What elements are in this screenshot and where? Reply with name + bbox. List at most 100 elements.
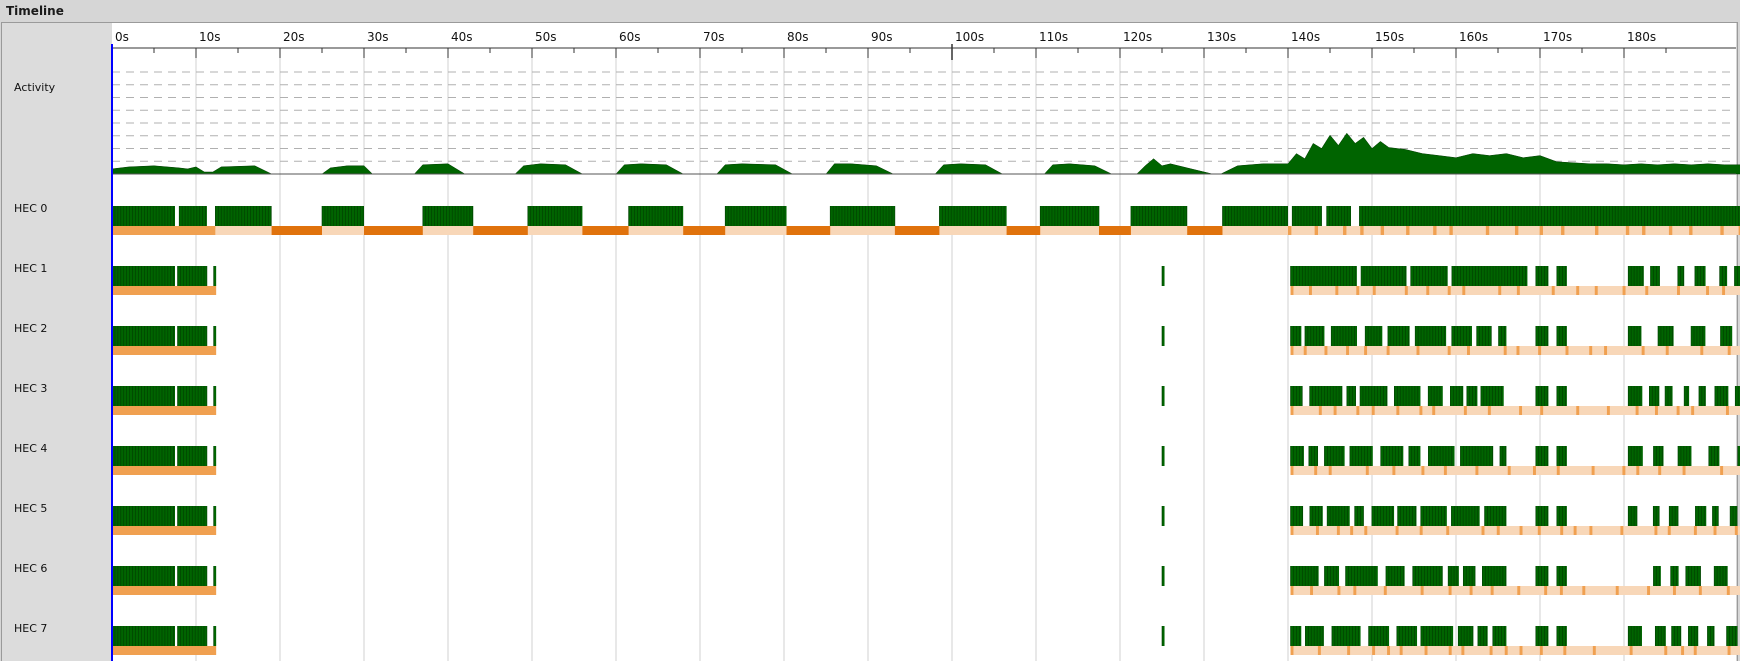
gc-tick xyxy=(1432,406,1436,415)
gc-tick xyxy=(1641,346,1645,355)
run-bar xyxy=(1628,326,1642,346)
gc-busy-bar xyxy=(683,226,726,235)
run-bar xyxy=(1380,446,1404,466)
gc-tick xyxy=(1371,406,1375,415)
gc-tick xyxy=(1629,646,1633,655)
run-bar xyxy=(1162,626,1165,646)
run-bar xyxy=(1480,386,1504,406)
run-bar xyxy=(1290,326,1302,346)
gc-idle-bar xyxy=(1290,646,1740,655)
gc-tick xyxy=(1559,586,1563,595)
ruler-tick-label: 0s xyxy=(115,30,129,44)
run-bar xyxy=(1628,626,1642,646)
gc-tick xyxy=(1290,466,1294,475)
hec-row-5 xyxy=(111,506,1740,535)
ruler-tick-label: 30s xyxy=(367,30,389,44)
run-bar xyxy=(1162,386,1165,406)
run-bar xyxy=(1451,266,1528,286)
gc-tick xyxy=(1589,346,1593,355)
gc-mid-bar xyxy=(112,346,217,355)
gc-tick xyxy=(1538,346,1542,355)
run-bar xyxy=(1628,446,1643,466)
run-bar xyxy=(1420,506,1447,526)
gc-tick xyxy=(1589,526,1593,535)
ruler-tick-label: 130s xyxy=(1207,30,1236,44)
hec-row-3 xyxy=(111,386,1740,415)
run-bar xyxy=(1290,506,1304,526)
gc-idle-bar xyxy=(1290,466,1740,475)
gc-tick xyxy=(1496,526,1500,535)
run-bar xyxy=(112,626,175,646)
gc-mid-bar xyxy=(112,466,217,475)
gc-tick xyxy=(1563,646,1567,655)
gc-tick xyxy=(1726,586,1730,595)
run-bar xyxy=(1290,566,1319,586)
gc-tick xyxy=(1516,286,1520,295)
gc-tick xyxy=(1416,346,1420,355)
gc-tick xyxy=(1591,466,1595,475)
run-bar xyxy=(1535,326,1549,346)
run-bar xyxy=(1290,266,1357,286)
gc-tick xyxy=(1507,466,1511,475)
run-bar xyxy=(1448,566,1459,586)
gc-mid-bar xyxy=(112,226,216,235)
gc-busy-bar xyxy=(364,226,423,235)
gc-tick xyxy=(1539,226,1543,235)
ruler-tick-label: 180s xyxy=(1627,30,1656,44)
gc-tick xyxy=(1449,226,1453,235)
ruler-tick-label: 70s xyxy=(703,30,725,44)
timeline-frame xyxy=(1,22,1738,661)
run-bar xyxy=(1345,566,1378,586)
hec-row-6 xyxy=(111,566,1740,595)
run-bar xyxy=(1628,386,1643,406)
run-bar xyxy=(215,206,272,226)
gc-tick xyxy=(1364,526,1368,535)
run-bar xyxy=(1361,266,1407,286)
gc-tick xyxy=(1622,286,1626,295)
row-label-hec-1: HEC 1 xyxy=(14,262,48,275)
row-label-hec-5: HEC 5 xyxy=(14,502,48,515)
run-bar xyxy=(1308,446,1319,466)
row-label-hec-0: HEC 0 xyxy=(14,202,48,215)
run-bar xyxy=(1222,206,1288,226)
run-bar xyxy=(1324,446,1345,466)
run-bar xyxy=(1410,266,1448,286)
gc-tick xyxy=(1336,526,1340,535)
gc-tick xyxy=(1421,466,1425,475)
gc-tick xyxy=(1308,286,1312,295)
gc-tick xyxy=(1658,466,1662,475)
run-bar xyxy=(1162,266,1165,286)
timeline-plot-area[interactable] xyxy=(112,23,1736,661)
run-bar xyxy=(1628,506,1638,526)
run-bar xyxy=(1695,506,1707,526)
ruler-tick-label: 40s xyxy=(451,30,473,44)
gc-idle-bar xyxy=(1290,406,1740,415)
gc-tick xyxy=(1290,646,1294,655)
gc-tick xyxy=(1395,526,1399,535)
gc-tick xyxy=(1333,406,1337,415)
run-bar xyxy=(1665,386,1673,406)
run-bar xyxy=(1556,506,1567,526)
gc-busy-bar xyxy=(1187,226,1223,235)
run-bar xyxy=(1556,266,1567,286)
gc-mid-bar xyxy=(112,406,217,415)
run-bar xyxy=(1130,206,1188,226)
gc-tick xyxy=(1514,226,1519,235)
ruler-tick-label: 120s xyxy=(1123,30,1152,44)
gc-tick xyxy=(1314,466,1318,475)
gc-tick xyxy=(1288,226,1292,235)
gc-idle-bar xyxy=(1290,346,1740,355)
gc-tick xyxy=(1317,646,1321,655)
gc-tick xyxy=(1592,646,1596,655)
run-bar xyxy=(1451,326,1472,346)
ruler-tick-label: 110s xyxy=(1039,30,1068,44)
run-bar xyxy=(1707,626,1715,646)
run-bar xyxy=(1556,566,1567,586)
run-bar xyxy=(1290,626,1302,646)
run-bar xyxy=(1346,386,1356,406)
run-bar xyxy=(1556,626,1567,646)
run-bar xyxy=(628,206,684,226)
gc-tick xyxy=(1353,586,1357,595)
ruler-tick-label: 60s xyxy=(619,30,641,44)
